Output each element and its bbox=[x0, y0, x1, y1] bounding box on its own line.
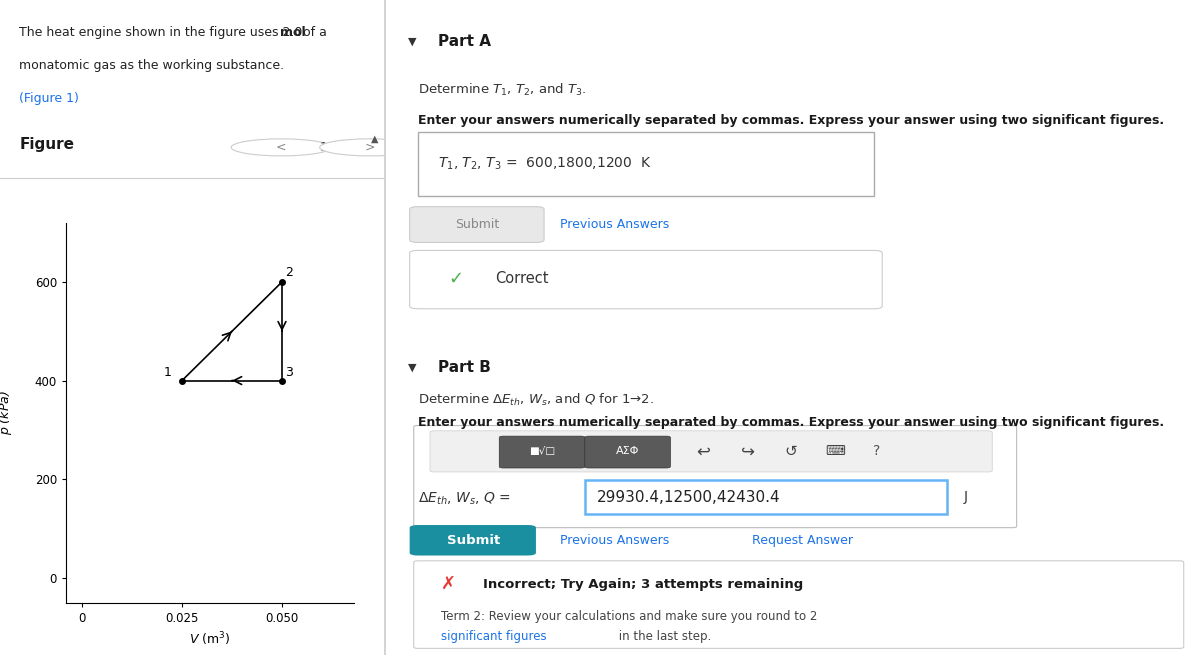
Text: J: J bbox=[964, 490, 967, 504]
Text: Determine $T_1$, $T_2$, and $T_3$.: Determine $T_1$, $T_2$, and $T_3$. bbox=[418, 82, 586, 98]
Text: significant figures: significant figures bbox=[440, 630, 546, 643]
Text: Previous Answers: Previous Answers bbox=[560, 534, 670, 547]
Text: Previous Answers: Previous Answers bbox=[560, 218, 670, 231]
Text: Part A: Part A bbox=[438, 34, 491, 49]
Text: Part B: Part B bbox=[438, 360, 491, 375]
Text: Submit: Submit bbox=[455, 218, 499, 231]
Text: 3: 3 bbox=[286, 365, 293, 379]
Text: ?: ? bbox=[872, 444, 880, 458]
Text: Determine $\Delta E_{th}$, $W_s$, and $Q$ for 1→2.: Determine $\Delta E_{th}$, $W_s$, and $Q… bbox=[418, 392, 654, 409]
Text: Submit: Submit bbox=[446, 534, 500, 547]
Text: ΑΣΦ: ΑΣΦ bbox=[617, 446, 640, 457]
Text: Term 2: Review your calculations and make sure you round to 2: Term 2: Review your calculations and mak… bbox=[440, 610, 821, 623]
Text: ↺: ↺ bbox=[785, 444, 797, 458]
FancyBboxPatch shape bbox=[584, 480, 948, 514]
FancyBboxPatch shape bbox=[409, 525, 536, 555]
FancyBboxPatch shape bbox=[414, 426, 1016, 528]
Text: Incorrect; Try Again; 3 attempts remaining: Incorrect; Try Again; 3 attempts remaini… bbox=[482, 578, 803, 591]
Text: ↩: ↩ bbox=[696, 442, 710, 460]
Text: Correct: Correct bbox=[496, 271, 548, 286]
Text: 1: 1 bbox=[164, 365, 172, 379]
Circle shape bbox=[319, 139, 420, 156]
Text: $\Delta E_{th}$, $W_s$, $Q$ =: $\Delta E_{th}$, $W_s$, $Q$ = bbox=[418, 491, 511, 507]
FancyBboxPatch shape bbox=[414, 561, 1183, 648]
Text: ■√□: ■√□ bbox=[528, 446, 554, 457]
Text: $T_1$, $T_2$, $T_3$ =  600,1800,1200  K: $T_1$, $T_2$, $T_3$ = 600,1800,1200 K bbox=[438, 155, 652, 172]
Text: ▲: ▲ bbox=[371, 134, 378, 144]
Text: ✗: ✗ bbox=[440, 575, 456, 593]
Text: The heat engine shown in the figure uses 2.0: The heat engine shown in the figure uses… bbox=[19, 26, 307, 39]
Y-axis label: $p$ (kPa): $p$ (kPa) bbox=[0, 390, 14, 435]
Text: mol: mol bbox=[280, 26, 306, 39]
Text: Enter your answers numerically separated by commas. Express your answer using tw: Enter your answers numerically separated… bbox=[418, 417, 1164, 429]
Text: ▼: ▼ bbox=[408, 363, 416, 373]
Text: 29930.4,12500,42430.4: 29930.4,12500,42430.4 bbox=[598, 490, 781, 504]
Text: ↪: ↪ bbox=[740, 442, 755, 460]
Text: Figure: Figure bbox=[19, 137, 74, 151]
Circle shape bbox=[232, 139, 331, 156]
FancyBboxPatch shape bbox=[430, 431, 992, 472]
FancyBboxPatch shape bbox=[409, 206, 544, 242]
FancyBboxPatch shape bbox=[584, 436, 671, 468]
Text: (Figure 1): (Figure 1) bbox=[19, 92, 79, 105]
Text: >: > bbox=[365, 141, 376, 154]
FancyBboxPatch shape bbox=[409, 250, 882, 309]
Text: 1 of 1: 1 of 1 bbox=[319, 141, 355, 154]
Text: Request Answer: Request Answer bbox=[752, 534, 853, 547]
Text: ⌨: ⌨ bbox=[824, 444, 845, 458]
Text: ✓: ✓ bbox=[449, 269, 464, 288]
Text: of a: of a bbox=[299, 26, 326, 39]
FancyBboxPatch shape bbox=[499, 436, 584, 468]
Text: monatomic gas as the working substance.: monatomic gas as the working substance. bbox=[19, 59, 284, 72]
Text: in the last step.: in the last step. bbox=[614, 630, 712, 643]
Text: <: < bbox=[276, 141, 287, 154]
Text: Enter your answers numerically separated by commas. Express your answer using tw: Enter your answers numerically separated… bbox=[418, 114, 1164, 127]
Text: ▼: ▼ bbox=[408, 37, 416, 47]
X-axis label: $V$ (m$^3$): $V$ (m$^3$) bbox=[190, 630, 230, 648]
Text: 2: 2 bbox=[286, 266, 293, 279]
FancyBboxPatch shape bbox=[418, 132, 874, 196]
